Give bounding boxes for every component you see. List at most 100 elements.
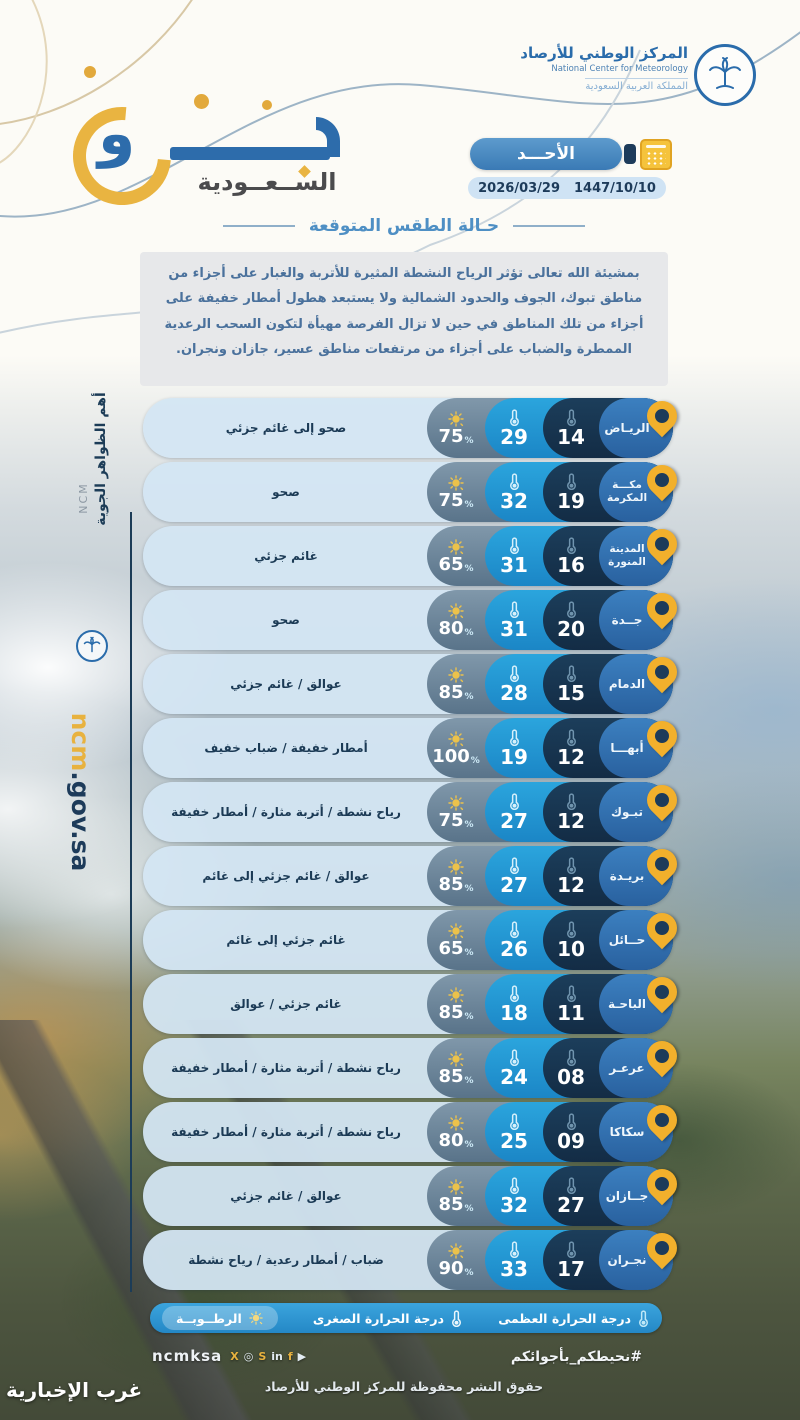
percent-sign: % xyxy=(464,1075,474,1086)
city-row: رياح نشطة / أتربة مثارة / أمطار خفيفة 85… xyxy=(143,1034,684,1098)
condition-text: ضباب / أمطار رعدية / رياح نشطة xyxy=(188,1253,384,1267)
x-icon[interactable]: X xyxy=(230,1349,239,1363)
org-name-arabic: المركز الوطني للأرصاد xyxy=(520,44,688,62)
humidity-value: 85% xyxy=(438,873,474,895)
decor-dot xyxy=(262,100,272,110)
city-row: غائم جزئي / عوالق 85% xyxy=(143,970,684,1034)
city-name: بريـدة xyxy=(609,868,645,883)
forecast-text: بمشيئة الله تعالى تؤثر الرياح النشطة الم… xyxy=(140,252,668,386)
max-thermometer-icon xyxy=(508,601,521,619)
min-temp-value: 12 xyxy=(557,873,585,897)
humidity-sun-icon xyxy=(447,474,465,491)
website-domain: .gov.sa xyxy=(66,771,95,872)
max-thermometer-icon xyxy=(508,409,521,427)
city-name: نجـران xyxy=(607,1252,647,1267)
max-temp-value: 26 xyxy=(500,937,528,961)
percent-sign: % xyxy=(464,1267,474,1278)
condition-text: غائم جزئي xyxy=(254,549,318,563)
min-thermometer-icon xyxy=(565,537,578,555)
title-dash xyxy=(513,225,586,227)
palm-tree-icon xyxy=(709,57,741,89)
min-thermometer-icon xyxy=(565,473,578,491)
org-country: المملكة العربية السعودية xyxy=(585,78,688,92)
max-temp-value: 27 xyxy=(500,873,528,897)
max-temp-value: 18 xyxy=(500,1001,528,1025)
percent-sign: % xyxy=(464,947,474,958)
humidity-value: 75% xyxy=(438,489,474,511)
percent-sign: % xyxy=(464,819,474,830)
max-thermometer-icon xyxy=(637,1309,650,1327)
city-name: سكاكا xyxy=(609,1124,645,1139)
humidity-value: 80% xyxy=(438,1129,474,1151)
min-thermometer-icon xyxy=(565,921,578,939)
legend-min-temp: درجة الحرارة الصغرى xyxy=(313,1309,463,1327)
condition-text: صحو xyxy=(272,485,300,499)
max-temp-value: 28 xyxy=(500,681,528,705)
city-row: صحو إلى غائم جزئي 75% xyxy=(143,394,684,458)
humidity-value: 75% xyxy=(438,425,474,447)
condition-text: صحو xyxy=(272,613,300,627)
city-name: جــازان xyxy=(605,1188,649,1203)
humidity-sun-icon xyxy=(447,730,465,747)
condition-text: أمطار خفيفة / ضباب خفيف xyxy=(204,741,368,755)
city-name: الدمام xyxy=(608,676,646,691)
percent-sign: % xyxy=(464,435,474,446)
max-temp-value: 33 xyxy=(500,1257,528,1281)
legend-max-temp: درجة الحرارة العظمى xyxy=(498,1309,650,1327)
snapchat-icon[interactable]: S xyxy=(258,1349,267,1363)
legend-humidity-label: الرطــوبــة xyxy=(176,1310,242,1326)
humidity-sun-icon xyxy=(447,602,465,619)
org-name-english: National Center for Meteorology xyxy=(551,64,688,74)
humidity-value: 65% xyxy=(438,553,474,575)
percent-sign: % xyxy=(464,883,474,894)
city-row: غائم جزئي إلى غائم 65% xyxy=(143,906,684,970)
logo-waw-letter: و xyxy=(98,99,136,169)
min-temp-value: 27 xyxy=(557,1193,585,1217)
city-row: عوالق / غائم جزئي إلى غائم 85% xyxy=(143,842,684,906)
website-vertical-label[interactable]: ncm.gov.sa xyxy=(66,682,95,902)
city-name: المدينة المنورة xyxy=(608,543,646,568)
humidity-value: 85% xyxy=(438,1193,474,1215)
min-temp-value: 11 xyxy=(557,1001,585,1025)
min-thermometer-icon xyxy=(565,985,578,1003)
condition-text: غائم جزئي / عوالق xyxy=(230,997,342,1011)
calendar-icon xyxy=(640,139,672,170)
logo-saudia-text: الســعــودية xyxy=(197,168,337,196)
humidity-sun-icon xyxy=(447,1178,465,1195)
min-thermometer-icon xyxy=(565,793,578,811)
legend-max-label: درجة الحرارة العظمى xyxy=(498,1310,631,1326)
date-gregorian: 2026/03/29 xyxy=(478,180,560,196)
title-dash xyxy=(222,225,295,227)
humidity-value: 85% xyxy=(438,1001,474,1023)
date-hijri: 1447/10/10 xyxy=(574,180,656,196)
city-name: جــدة xyxy=(611,612,643,627)
min-thermometer-icon xyxy=(565,729,578,747)
humidity-sun-icon xyxy=(447,794,465,811)
date-banner: 2026/03/29 1447/10/10 xyxy=(468,177,666,199)
percent-sign: % xyxy=(464,1011,474,1022)
humidity-value: 100% xyxy=(432,745,480,767)
news-watermark: غرب الإخبارية xyxy=(6,1378,143,1402)
linkedin-icon[interactable]: in xyxy=(271,1349,283,1363)
max-temp-value: 32 xyxy=(500,489,528,513)
youtube-icon[interactable]: ▶ xyxy=(297,1349,307,1363)
min-temp-value: 12 xyxy=(557,745,585,769)
ncm-mini-logo xyxy=(76,630,108,662)
max-thermometer-icon xyxy=(508,1177,521,1195)
max-thermometer-icon xyxy=(508,921,521,939)
condition-text: رياح نشطة / أتربة مثارة / أمطار خفيفة xyxy=(171,1061,401,1075)
min-temp-value: 19 xyxy=(557,489,585,513)
ncm-vertical-label: NCM xyxy=(77,482,90,514)
max-temp-value: 32 xyxy=(500,1193,528,1217)
instagram-icon[interactable]: ◎ xyxy=(243,1349,254,1363)
city-name: مكـــة المكرمة xyxy=(606,479,648,504)
percent-sign: % xyxy=(464,627,474,638)
max-temp-value: 29 xyxy=(500,425,528,449)
humidity-sun-icon xyxy=(447,666,465,683)
max-thermometer-icon xyxy=(508,1049,521,1067)
city-row: عوالق / غائم جزئي 85% xyxy=(143,1162,684,1226)
decor-dot xyxy=(84,66,96,78)
max-thermometer-icon xyxy=(508,985,521,1003)
facebook-icon[interactable]: f xyxy=(287,1349,293,1363)
